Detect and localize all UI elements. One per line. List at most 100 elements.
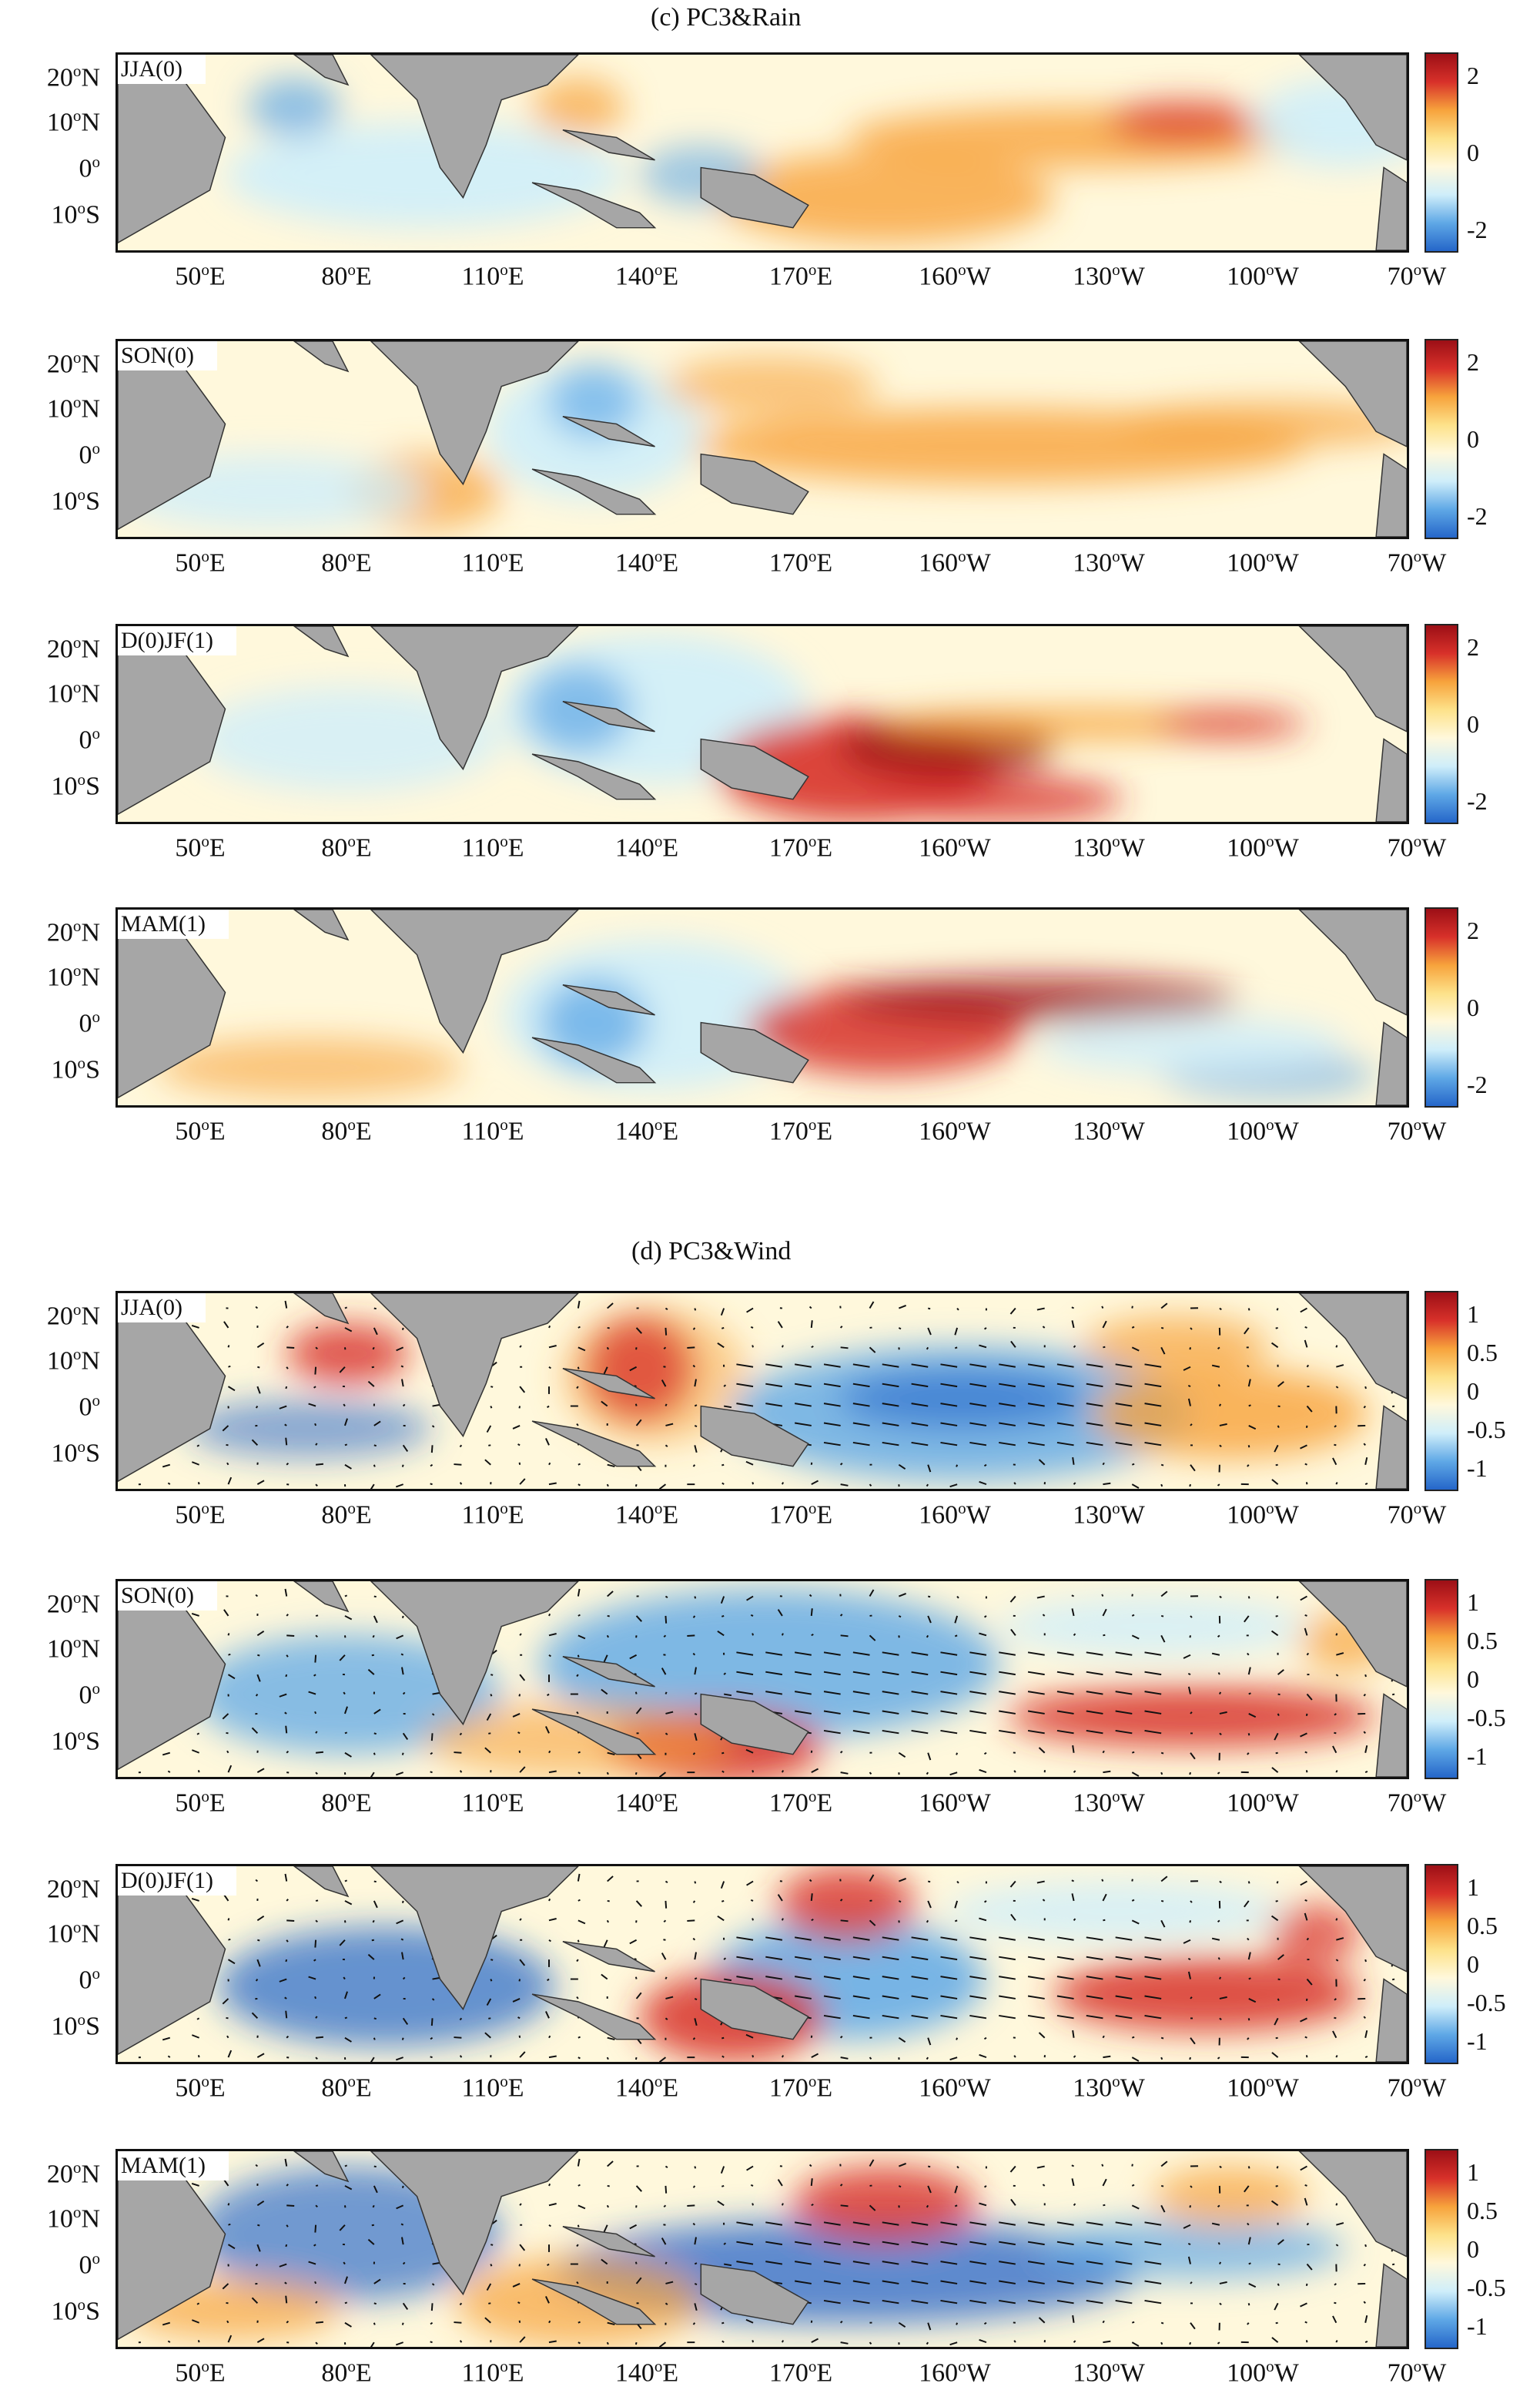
wind-vector	[1086, 1441, 1103, 1446]
longitude-label: 110oE	[461, 547, 524, 578]
wind-vector	[255, 1306, 259, 1309]
hemisphere: S	[85, 1727, 100, 1756]
land	[293, 55, 350, 86]
wind-vector	[286, 1614, 289, 1617]
wind-vector	[339, 1366, 346, 1373]
wind-vector	[227, 1959, 236, 1965]
wind-vector	[852, 2221, 870, 2226]
wind-vector	[940, 2299, 958, 2304]
wind-vector	[969, 1710, 987, 1715]
wind-vector	[314, 2281, 317, 2284]
wind-vector	[999, 1363, 1016, 1368]
wind-vector	[315, 1346, 318, 1350]
wind-vector	[1334, 1998, 1337, 2001]
colorbar-tick-label: 0.5	[1467, 1339, 1498, 1366]
wind-vector	[1247, 2166, 1250, 2169]
wind-vector	[1056, 1729, 1074, 1735]
wind-vector	[940, 1441, 958, 1446]
wind-vector	[969, 2299, 987, 2304]
wind-vector	[999, 1936, 1016, 1941]
wind-vector	[315, 1463, 324, 1466]
longitude-label: 130oW	[1073, 2072, 1145, 2103]
wind-vector	[634, 2261, 638, 2264]
land	[700, 166, 809, 229]
wind-vector	[1364, 1386, 1367, 1389]
land	[700, 1693, 809, 1755]
latitude-label: 10oS	[15, 2010, 100, 2041]
wind-vector	[665, 1444, 668, 1447]
wind-vector	[222, 1998, 229, 2005]
wind-vector	[839, 1614, 843, 1617]
wind-vector	[1248, 1692, 1251, 1695]
degree-symbol: o	[1112, 260, 1120, 279]
land	[118, 626, 226, 816]
wind-vector	[308, 1691, 316, 1695]
land	[293, 341, 350, 373]
wind-vector	[1304, 2036, 1307, 2039]
lon-value: 80	[321, 2358, 348, 2388]
wind-vector	[882, 1651, 899, 1656]
wind-vector	[999, 1995, 1016, 1999]
lon-value: 100	[1227, 833, 1267, 863]
wind-vector	[1190, 2185, 1193, 2188]
latitude-label: 10oN	[15, 961, 100, 992]
wind-vector	[765, 1691, 783, 1695]
wind-vector	[395, 1772, 404, 1776]
wind-vector	[344, 2036, 352, 2043]
longitude-label: 170oE	[769, 1499, 832, 1530]
longitude-label: 140oE	[615, 832, 678, 863]
wind-vector	[750, 1899, 754, 1902]
wind-vector	[1211, 1937, 1220, 1941]
hemisphere: W	[966, 2073, 991, 2103]
wind-vector	[1056, 1403, 1074, 1407]
wind-vector	[665, 1996, 674, 1999]
colorbar-tick-label: -2	[1467, 216, 1488, 243]
degree-symbol: o	[77, 770, 86, 789]
wind-vector	[634, 1976, 638, 1979]
longitude-label: 110oE	[461, 1115, 524, 1146]
degree-symbol: o	[201, 2072, 209, 2090]
field-map	[118, 1581, 1407, 1777]
wind-vector	[315, 2056, 318, 2060]
degree-symbol: o	[808, 260, 817, 279]
longitude-label: 50oE	[175, 1787, 225, 1818]
wind-vector	[1217, 1772, 1220, 1775]
wind-vector	[823, 1403, 841, 1407]
wind-vector	[191, 1324, 199, 1329]
wind-vector	[227, 2050, 233, 2058]
anomaly-blob	[194, 686, 502, 792]
wind-vector	[1183, 2224, 1191, 2229]
wind-vector	[1160, 2160, 1168, 2167]
wind-vector	[1217, 1346, 1220, 1349]
longitude-label: 140oE	[615, 2072, 678, 2103]
wind-vector	[251, 2012, 259, 2020]
anomaly-blob	[946, 1881, 1284, 1942]
land	[370, 1866, 579, 2011]
lat-value: 0	[79, 2251, 92, 2280]
lat-value: 10	[46, 2204, 73, 2234]
map-panel: JJA(0)	[116, 52, 1409, 253]
wind-vector	[999, 1671, 1016, 1676]
hemisphere: W	[1274, 262, 1299, 291]
degree-symbol: o	[1413, 2072, 1422, 2090]
land	[370, 1581, 579, 1726]
anomaly-blob	[424, 1701, 732, 1777]
wind-vector	[1071, 1608, 1075, 1617]
hemisphere: E	[662, 1500, 679, 1530]
wind-vector	[1115, 1956, 1133, 1961]
degree-symbol: o	[72, 1345, 82, 1363]
wind-vector	[665, 2185, 668, 2194]
wind-vector	[256, 1342, 265, 1349]
land	[293, 626, 350, 658]
wind-vector	[794, 1403, 812, 1407]
season-label: D(0)JF(1)	[118, 1866, 236, 1896]
wind-vector	[852, 1441, 870, 1446]
wind-vector	[840, 2204, 849, 2207]
wind-vector	[1086, 1383, 1103, 1388]
wind-vector	[196, 2302, 200, 2305]
wind-vector	[286, 1919, 295, 1922]
wind-vector	[926, 1346, 929, 1350]
wind-vector	[576, 1711, 579, 1715]
land	[700, 453, 809, 515]
wind-vector	[840, 1634, 849, 1637]
